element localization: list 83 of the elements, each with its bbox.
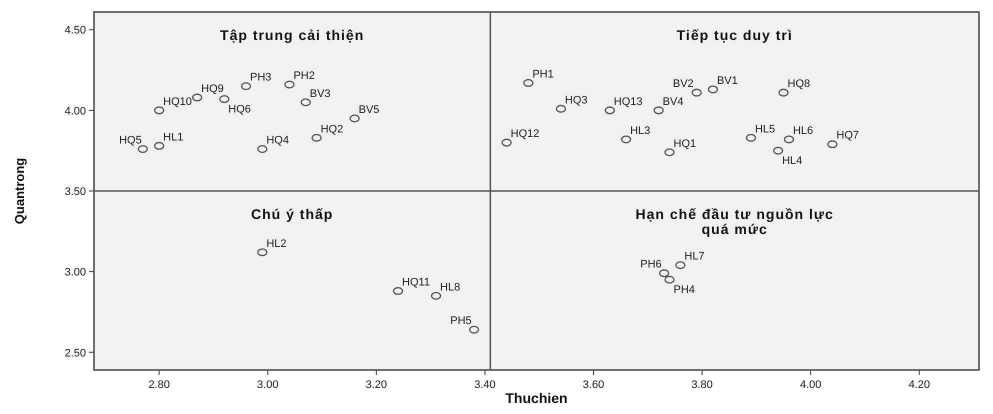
annotation: Tập trung cải thiện <box>220 27 364 43</box>
point <box>746 134 756 142</box>
point <box>349 114 360 122</box>
point <box>654 106 664 114</box>
annotation: HL4 <box>782 155 802 168</box>
y-tick-label: 4.00 <box>64 105 86 118</box>
annotation: HL7 <box>684 250 705 263</box>
point <box>501 138 512 147</box>
point <box>257 248 268 256</box>
annotation: PH4 <box>674 284 695 296</box>
annotation: BV5 <box>358 104 380 116</box>
y-tick-label: 3.50 <box>64 186 86 198</box>
point <box>284 80 295 89</box>
x-tick-label: 3.00 <box>257 379 278 391</box>
y-axis-title: Quantrong <box>12 158 27 224</box>
point <box>300 98 311 106</box>
annotation: HQ10 <box>163 96 192 108</box>
x-tick-label: 3.60 <box>582 379 604 391</box>
annotation: Chú ý thấp <box>251 206 334 222</box>
point <box>664 148 675 156</box>
annotation: HQ4 <box>266 134 289 147</box>
annotation: HQ9 <box>201 82 224 95</box>
annotation: HL8 <box>440 281 460 294</box>
point <box>664 276 675 284</box>
point <box>784 135 794 144</box>
x-axis-title: Thuchien <box>505 390 568 406</box>
point <box>708 85 718 94</box>
annotation: HQ11 <box>402 276 430 288</box>
annotation: BV4 <box>662 96 684 108</box>
point <box>675 261 686 270</box>
point <box>219 95 230 104</box>
x-tick-label: 3.40 <box>474 379 496 391</box>
point <box>620 135 632 144</box>
y-tick-label: 3.00 <box>64 266 86 279</box>
point <box>240 82 252 90</box>
point <box>138 145 148 154</box>
point <box>257 145 268 154</box>
annotation: HQ12 <box>510 128 540 140</box>
annotation: HL6 <box>792 124 814 137</box>
point <box>556 104 566 113</box>
x-tick-label: 2.80 <box>148 379 170 391</box>
annotation: HQ13 <box>614 96 643 108</box>
point <box>772 146 784 155</box>
x-tick-label: 4.00 <box>800 379 822 391</box>
annotation: PH2 <box>293 70 315 82</box>
annotation: Tiếp tục duy trì <box>676 27 793 43</box>
annotation: HQ6 <box>228 104 251 116</box>
annotation: PH1 <box>532 68 554 80</box>
annotation: BV3 <box>310 88 331 100</box>
point <box>430 292 442 300</box>
point <box>154 142 164 150</box>
point <box>392 287 404 295</box>
x-tick-label: 4.20 <box>908 379 930 391</box>
point <box>827 140 838 148</box>
y-tick-label: 4.50 <box>64 24 86 37</box>
annotation: HL5 <box>754 123 776 136</box>
annotation: HQ5 <box>119 134 142 147</box>
point <box>604 106 615 114</box>
annotation: HL3 <box>630 124 650 137</box>
annotation: HQ7 <box>836 130 860 142</box>
point <box>154 106 164 114</box>
y-tick-label: 2.50 <box>64 347 86 360</box>
annotation: HL2 <box>266 238 286 250</box>
annotation: BV1 <box>716 74 738 87</box>
point <box>692 88 702 97</box>
annotation: HL1 <box>163 131 184 144</box>
annotation: BV2 <box>672 78 694 90</box>
annotation: PH5 <box>450 315 472 328</box>
point <box>311 134 322 142</box>
annotation: HQ8 <box>788 78 810 90</box>
x-tick-label: 3.80 <box>691 379 713 391</box>
point <box>468 326 480 334</box>
annotation: PH6 <box>640 258 662 271</box>
x-tick-label: 3.20 <box>366 379 388 391</box>
point <box>523 79 534 87</box>
point <box>658 269 670 278</box>
annotation: HQ2 <box>320 123 344 136</box>
annotation: HQ3 <box>564 94 588 106</box>
point <box>192 94 202 102</box>
point <box>778 88 789 97</box>
annotation: Hạn chế đầu tư nguồn lực quá mức <box>636 206 834 237</box>
annotation: PH3 <box>250 72 272 84</box>
annotation: HQ1 <box>674 138 696 150</box>
